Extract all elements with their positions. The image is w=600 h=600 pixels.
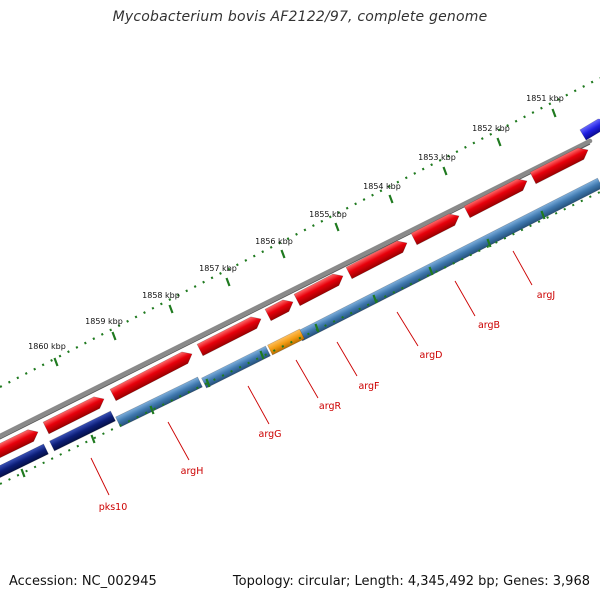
inner-tick (149, 405, 155, 415)
tick-label: 1853 kbp (418, 153, 456, 162)
tick-label: 1851 kbp (526, 94, 564, 103)
inner-ruler-line (0, 191, 600, 485)
forward-gene (293, 273, 344, 307)
gene-labels: argJ argB argD argF argR argG argH pks10 (99, 290, 555, 513)
inner-tick (314, 323, 320, 333)
accession-text: Accession: NC_002945 (9, 574, 157, 589)
inner-tick (259, 350, 265, 360)
backbone-arc (0, 138, 593, 439)
tick-label: 1857 kbp (199, 264, 237, 273)
gene-label-leader (295, 359, 319, 399)
reverse-gene (0, 443, 49, 480)
major-tick (334, 222, 340, 232)
reverse-gene (49, 410, 116, 452)
gene-label: argJ (537, 290, 555, 301)
inner-tick (428, 266, 434, 276)
inner-tick (540, 210, 546, 220)
gene-label-leader (247, 385, 270, 425)
forward-gene (0, 429, 39, 460)
major-tick (53, 357, 59, 367)
tick-label: 1856 kbp (255, 237, 293, 246)
inner-major-ticks (20, 210, 546, 478)
major-tick (168, 304, 174, 314)
major-tick (496, 137, 502, 147)
tick-label: 1854 kbp (363, 182, 401, 191)
genome-summary-text: Topology: circular; Length: 4,345,492 bp… (232, 574, 590, 589)
tick-label: 1855 kbp (309, 210, 347, 219)
gene-label-leader (396, 311, 419, 347)
inner-tick (20, 468, 26, 478)
major-tick (111, 331, 117, 341)
tick-label: 1858 kbp (142, 291, 180, 300)
gene-label-leader (512, 250, 533, 286)
gene-label: argF (358, 381, 379, 392)
major-tick (388, 194, 394, 204)
forward-gene (529, 147, 589, 185)
map-title: Mycobacterium bovis AF2122/97, complete … (112, 9, 488, 25)
tick-label: 1860 kbp (28, 342, 66, 351)
forward-gene-track (0, 118, 600, 460)
major-tick (280, 249, 286, 259)
forward-gene (109, 351, 193, 402)
inner-tick (372, 294, 378, 304)
gene-label-leader (90, 457, 110, 496)
gene-label-leader (454, 280, 476, 317)
gene-label: argH (181, 466, 204, 477)
tick-labels: 1851 kbp 1852 kbp 1853 kbp 1854 kbp 1855 kbp… (28, 94, 564, 351)
forward-gene (345, 240, 408, 280)
forward-gene (410, 213, 460, 246)
forward-gene (463, 178, 528, 219)
argR-gene (267, 328, 305, 356)
gene-label: argB (478, 320, 500, 331)
inner-tick (205, 378, 211, 388)
reverse-gene (115, 376, 203, 428)
gene-label: argR (319, 401, 342, 412)
forward-gene (42, 396, 105, 435)
major-tick (551, 108, 557, 118)
outer-ruler-line (0, 77, 600, 388)
reverse-gene (201, 345, 271, 389)
blue-feature (579, 118, 600, 141)
forward-gene (264, 299, 294, 322)
major-tick (225, 277, 231, 287)
major-ticks (53, 108, 557, 367)
forward-gene (196, 316, 262, 357)
reverse-gene-track (0, 177, 600, 480)
gene-label-leader (336, 341, 358, 377)
inner-tick (90, 434, 96, 444)
gene-label-leaders (90, 250, 533, 496)
tick-label: 1859 kbp (85, 317, 123, 326)
gene-label: pks10 (99, 502, 128, 513)
tick-label: 1852 kbp (472, 124, 510, 133)
gene-label: argG (259, 429, 282, 440)
outer-ruler: 1851 kbp 1852 kbp 1853 kbp 1854 kbp 1855 kbp… (0, 77, 600, 388)
major-tick (442, 166, 448, 176)
gene-label-leader (167, 421, 190, 461)
gene-label: argD (420, 350, 443, 361)
inner-tick (486, 238, 492, 248)
